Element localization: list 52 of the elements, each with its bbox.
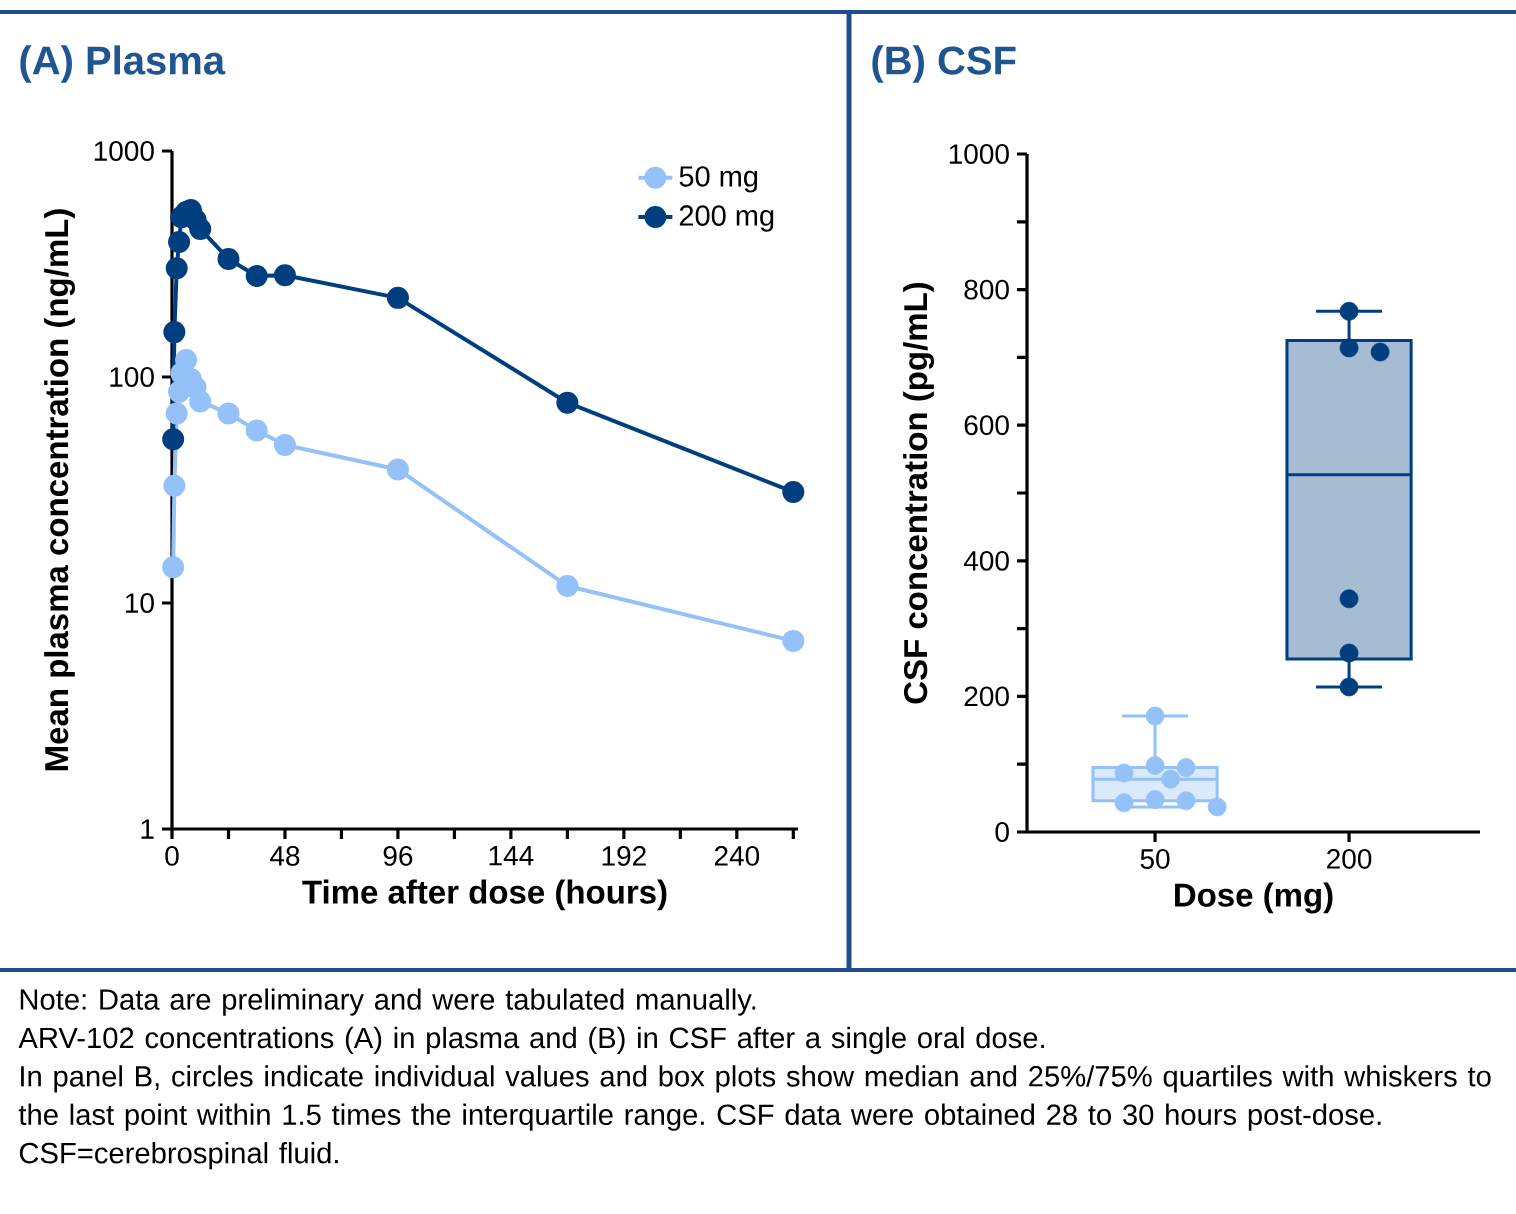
x-tick-label: 144 — [489, 846, 534, 866]
y-axis-title: CSF concentration (pg/mL) — [903, 282, 935, 704]
y-tick-label: 0 — [995, 822, 1009, 842]
x-tick-label: 240 — [714, 846, 760, 866]
point — [273, 434, 296, 457]
x-tick-label: 192 — [602, 846, 646, 866]
legend-label: 200 mg — [679, 205, 774, 232]
point — [386, 286, 409, 309]
point — [175, 348, 198, 371]
y-tick-label: 1000 — [94, 141, 154, 161]
point — [189, 390, 212, 413]
point — [245, 419, 268, 442]
x-tick-label: 200 — [1327, 849, 1372, 869]
x-tick-label: 48 — [270, 846, 300, 866]
point — [217, 247, 240, 270]
y-tick-label: 1000 — [949, 144, 1009, 164]
text: ARV-102 concentrations (A) in plasma and (B) in CSF after a single oral dose. — [18, 1026, 1044, 1055]
x-axis-title: Dose (mg) — [1175, 882, 1333, 914]
y-tick-label: 200 — [964, 686, 1009, 707]
point — [189, 217, 212, 240]
point — [163, 321, 186, 344]
text: Note: Data are preliminary and were tabulated manually. — [20, 988, 756, 1016]
point — [217, 402, 240, 425]
x-axis-title: Time after dose (hours) — [302, 879, 667, 911]
x-tick-label: 50 — [1140, 849, 1170, 869]
point — [165, 257, 188, 280]
y-axis-title: Mean plasma concentration (ng/mL) — [44, 209, 75, 771]
point — [782, 629, 805, 652]
y-tick-label: 10 — [125, 593, 154, 613]
point — [168, 230, 191, 253]
point — [782, 480, 805, 503]
chart-title: (A) Plasma — [20, 45, 226, 83]
text: CSF=cerebrospinal fluid. — [19, 1142, 338, 1170]
y-tick-label: 100 — [110, 367, 154, 387]
chart-title: (B) CSF — [872, 45, 1016, 83]
x-tick-label: 0 — [165, 846, 179, 866]
y-tick-label: 400 — [963, 550, 1009, 571]
y-tick-label: 1 — [141, 819, 154, 839]
point — [386, 458, 409, 481]
x-tick-label: 96 — [383, 846, 413, 866]
point — [273, 264, 296, 287]
point — [556, 391, 579, 414]
text: In panel B, circles indicate individual values and box plots show median and 25%/75% quartiles with whiskers to the last point within 1.5 times the interquartile range. CSF data were obtained 28 to 30 hours post-dose. — [18, 1065, 1491, 1131]
legend-label: 50 mg — [679, 166, 758, 193]
point — [162, 556, 185, 579]
y-tick-label: 600 — [964, 415, 1009, 436]
point — [162, 428, 185, 451]
point — [556, 574, 579, 597]
y-tick-label: 800 — [964, 279, 1009, 300]
point — [165, 402, 188, 425]
point — [163, 474, 186, 497]
point — [245, 264, 268, 287]
